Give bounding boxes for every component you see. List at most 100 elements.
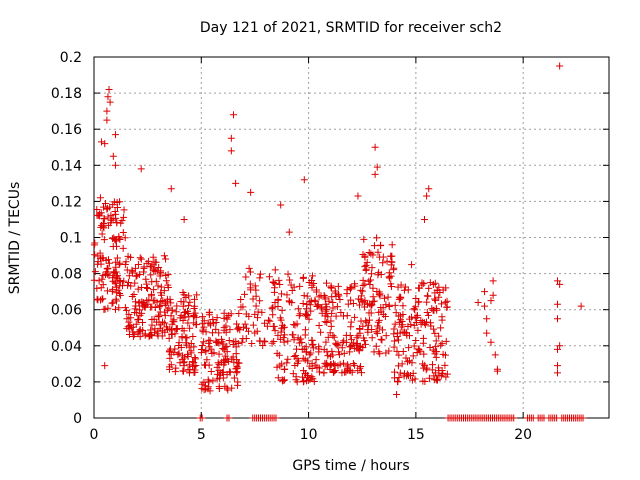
y-tick-label: 0.06 xyxy=(51,303,82,319)
data-point xyxy=(157,267,165,275)
data-point xyxy=(413,318,421,326)
axis-ticks: 0 5 10 15 20 0 0.02 0.04 0.06 0.08 0.1 0.12 0.14 0.16… xyxy=(51,50,609,443)
data-point xyxy=(362,317,370,325)
data-point xyxy=(187,340,195,348)
data-point xyxy=(148,290,156,298)
y-tick-label: 0 xyxy=(73,411,82,427)
data-point-outlier xyxy=(489,291,497,299)
data-point xyxy=(145,296,153,304)
data-point xyxy=(238,338,246,346)
data-point xyxy=(165,365,173,373)
data-point xyxy=(226,326,234,334)
data-point xyxy=(120,213,128,221)
data-point xyxy=(349,359,357,367)
data-point xyxy=(98,230,106,238)
data-point xyxy=(435,332,443,340)
y-tick-label: 0.14 xyxy=(51,158,82,174)
data-point xyxy=(302,305,310,313)
data-point xyxy=(111,305,119,313)
data-point xyxy=(185,343,193,351)
data-point xyxy=(96,296,104,304)
data-point xyxy=(303,311,311,319)
data-point xyxy=(335,290,343,298)
data-point xyxy=(261,338,269,346)
data-point xyxy=(384,293,392,301)
data-point xyxy=(209,377,217,385)
data-point xyxy=(219,345,227,353)
data-point xyxy=(431,296,439,304)
data-point xyxy=(432,375,440,383)
data-point-outlier xyxy=(371,143,379,151)
data-point xyxy=(408,359,416,367)
data-point xyxy=(99,203,107,211)
data-point xyxy=(126,330,134,338)
data-point xyxy=(411,306,419,314)
data-point xyxy=(313,303,321,311)
data-point-outlier xyxy=(489,277,497,285)
data-point xyxy=(390,266,398,274)
data-point xyxy=(154,332,162,340)
data-point xyxy=(359,276,367,284)
data-point-outlier xyxy=(101,362,109,370)
data-point xyxy=(159,318,166,326)
data-point xyxy=(325,297,333,305)
data-point xyxy=(419,339,427,347)
data-point xyxy=(393,347,401,355)
data-point xyxy=(127,253,135,261)
data-points xyxy=(90,62,587,422)
data-point xyxy=(327,361,335,369)
data-point xyxy=(146,263,154,271)
y-tick-label: 0.2 xyxy=(60,50,82,66)
data-point xyxy=(215,383,223,391)
data-point xyxy=(200,323,208,331)
data-point xyxy=(283,359,291,367)
data-point xyxy=(280,338,288,346)
y-tick-label: 0.02 xyxy=(51,375,82,391)
data-point xyxy=(172,308,180,316)
data-point xyxy=(220,309,228,317)
data-point xyxy=(437,300,445,308)
data-point xyxy=(355,301,363,309)
data-point xyxy=(154,282,162,290)
data-point xyxy=(100,215,108,223)
data-point xyxy=(335,348,343,356)
data-point xyxy=(308,272,316,280)
data-point xyxy=(134,316,142,324)
data-point xyxy=(439,350,447,358)
data-point xyxy=(340,359,348,367)
data-point xyxy=(328,284,336,292)
data-point xyxy=(402,354,410,362)
data-point xyxy=(140,263,148,271)
data-point xyxy=(409,369,417,377)
data-point-outlier xyxy=(408,261,416,269)
data-point xyxy=(259,341,267,349)
data-point xyxy=(330,333,338,341)
data-point xyxy=(212,325,220,333)
data-point xyxy=(432,337,440,345)
data-point xyxy=(131,279,139,287)
data-point-outlier xyxy=(373,163,381,171)
data-point xyxy=(234,381,242,389)
data-point xyxy=(277,316,285,324)
data-point-outlier xyxy=(103,107,111,115)
data-point xyxy=(405,344,413,352)
data-point xyxy=(198,341,206,349)
data-point xyxy=(442,337,450,345)
data-point xyxy=(149,253,157,261)
data-point xyxy=(225,357,233,365)
data-point xyxy=(306,351,314,359)
data-point xyxy=(293,355,301,363)
data-point xyxy=(167,326,175,334)
data-point xyxy=(265,273,273,281)
data-point xyxy=(155,303,163,311)
data-point xyxy=(113,203,121,211)
data-point xyxy=(359,322,367,330)
data-point xyxy=(175,349,183,357)
data-point xyxy=(424,292,432,300)
data-point xyxy=(124,281,132,289)
data-point xyxy=(353,334,361,342)
data-point xyxy=(411,375,419,383)
data-point xyxy=(308,281,316,289)
data-point xyxy=(108,287,116,295)
data-point xyxy=(287,281,295,289)
